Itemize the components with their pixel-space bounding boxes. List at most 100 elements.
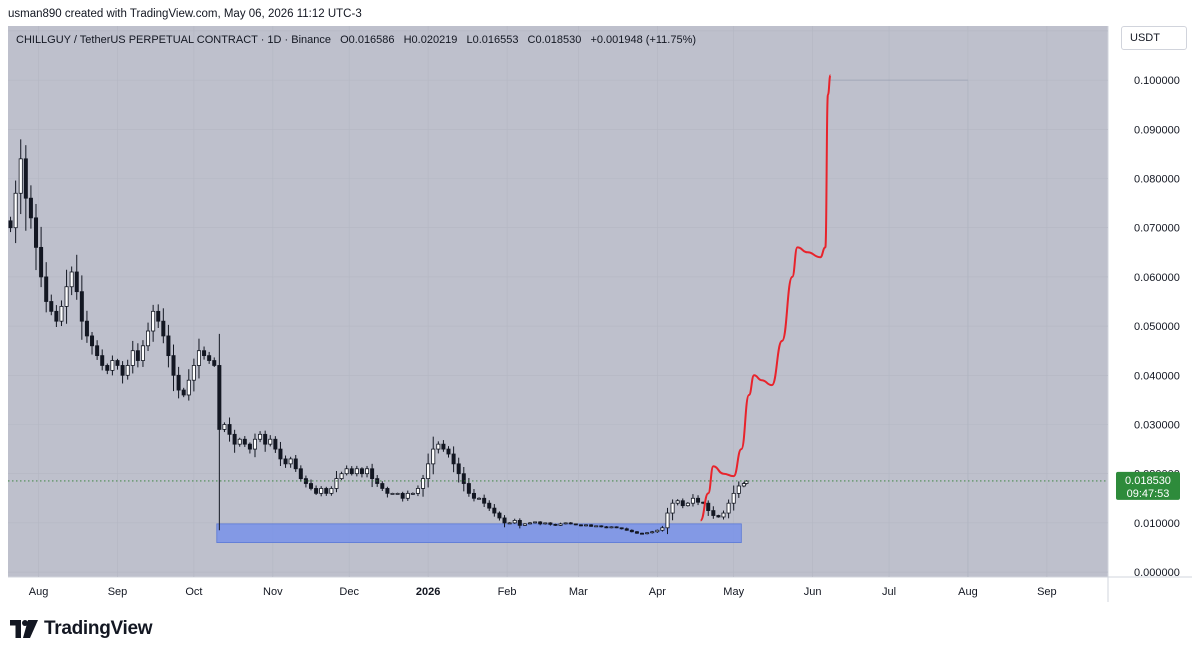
candle-body bbox=[538, 521, 543, 525]
candle-body bbox=[202, 350, 207, 357]
candle-body bbox=[578, 524, 583, 527]
candle-body bbox=[34, 217, 39, 248]
candle-body bbox=[721, 512, 726, 518]
price-chart[interactable]: 0.1100000.1000000.0900000.0800000.070000… bbox=[8, 26, 1192, 602]
candle-body bbox=[365, 468, 370, 475]
candle-body bbox=[497, 512, 502, 519]
candle-body bbox=[594, 525, 599, 528]
grid-lines bbox=[8, 26, 1108, 577]
candle-body bbox=[171, 355, 176, 376]
candle-body bbox=[400, 492, 405, 499]
candle-body bbox=[609, 526, 614, 529]
brand-name: TradingView bbox=[44, 618, 153, 639]
candle-body bbox=[146, 330, 151, 347]
currency-button[interactable]: USDT bbox=[1121, 26, 1187, 50]
currency-label: USDT bbox=[1130, 32, 1160, 44]
candle-body bbox=[258, 433, 263, 440]
x-tick-label: Jun bbox=[804, 586, 822, 598]
candle-body bbox=[69, 271, 74, 288]
candle-body bbox=[359, 468, 364, 475]
candle-body bbox=[252, 438, 257, 450]
candle-body bbox=[650, 531, 655, 534]
candle-body bbox=[232, 433, 237, 445]
y-tick-label: 0.070000 bbox=[1134, 223, 1180, 235]
candle-body bbox=[39, 246, 44, 278]
candle-body bbox=[512, 520, 517, 524]
candle-body bbox=[140, 345, 145, 361]
chart-area[interactable]: 0.1100000.1000000.0900000.0800000.070000… bbox=[8, 26, 1192, 602]
ohlc-change: +0.001948 (+11.75%) bbox=[590, 34, 697, 46]
candle-body bbox=[670, 502, 675, 514]
candle-body bbox=[711, 510, 716, 516]
candle-body bbox=[268, 438, 273, 445]
y-tick-label: 0.010000 bbox=[1134, 518, 1180, 530]
projection-path bbox=[699, 74, 832, 522]
candle-body bbox=[344, 468, 349, 475]
x-axis: Aug Sep Oct Nov Dec 2026 Feb Mar Apr May Jun Jul Aug… bbox=[29, 586, 1057, 598]
candle-body bbox=[314, 488, 319, 494]
candle-body bbox=[716, 515, 721, 518]
candle-body bbox=[339, 473, 344, 480]
candle-body bbox=[696, 497, 701, 503]
candle-body bbox=[334, 478, 339, 489]
target-line bbox=[830, 79, 969, 577]
y-tick-label: 0.060000 bbox=[1134, 272, 1180, 284]
candle-body bbox=[79, 291, 84, 322]
y-axis: 0.1100000.1000000.0900000.0800000.070000… bbox=[1134, 26, 1180, 579]
candle-body bbox=[502, 517, 507, 524]
candle-body bbox=[685, 502, 690, 507]
symbol-name: CHILLGUY / TetherUS PERPETUAL CONTRACT ·… bbox=[16, 34, 332, 46]
candle-body bbox=[181, 389, 186, 396]
candle-body bbox=[675, 500, 680, 504]
candle-body bbox=[74, 271, 79, 293]
candle-body bbox=[426, 463, 431, 480]
candle-body bbox=[629, 529, 634, 533]
candle-body bbox=[309, 483, 314, 489]
x-tick-label: Apr bbox=[649, 586, 666, 598]
candle-body bbox=[471, 492, 476, 499]
x-tick-label: Oct bbox=[185, 586, 202, 598]
symbol-header: CHILLGUY / TetherUS PERPETUAL CONTRACT ·… bbox=[16, 34, 702, 46]
candle-body bbox=[90, 335, 95, 347]
candle-body bbox=[614, 526, 619, 529]
candle-body bbox=[543, 522, 548, 525]
candle-body bbox=[604, 526, 609, 529]
candle-body bbox=[125, 365, 130, 376]
candle-body bbox=[410, 492, 415, 495]
candle-body bbox=[665, 512, 670, 529]
candle-body bbox=[645, 532, 650, 535]
ohlc-close: C0.018530 bbox=[527, 34, 582, 46]
candle-body bbox=[736, 485, 741, 494]
candle-body bbox=[548, 522, 553, 525]
candle-body bbox=[217, 365, 222, 430]
candle-body bbox=[176, 374, 181, 391]
candle-body bbox=[288, 458, 293, 465]
x-tick-label: Aug bbox=[958, 586, 978, 598]
candle-body bbox=[283, 458, 288, 465]
candle-body bbox=[349, 468, 354, 475]
x-tick-label: Feb bbox=[498, 586, 517, 598]
candle-body bbox=[726, 502, 731, 514]
candle-body bbox=[84, 320, 89, 337]
candle-body bbox=[558, 523, 563, 526]
candle-body bbox=[161, 320, 166, 337]
candle-body bbox=[18, 158, 23, 194]
candle-body bbox=[553, 523, 558, 526]
candle-body bbox=[247, 443, 252, 450]
candle-body bbox=[278, 448, 283, 460]
candle-body bbox=[660, 527, 665, 531]
candle-body bbox=[744, 480, 749, 484]
candle-body bbox=[207, 355, 212, 361]
candle-body bbox=[95, 345, 100, 357]
candle-body bbox=[507, 522, 512, 525]
y-tick-label: 0.040000 bbox=[1134, 370, 1180, 382]
candle-body bbox=[319, 488, 324, 494]
candle-body bbox=[324, 488, 329, 494]
candle-body bbox=[619, 527, 624, 530]
candle-body bbox=[568, 522, 573, 525]
projection-curve bbox=[699, 74, 832, 522]
x-tick-label: Dec bbox=[339, 586, 359, 598]
price-tag-price: 0.018530 bbox=[1125, 475, 1171, 487]
candle-body bbox=[237, 438, 242, 445]
